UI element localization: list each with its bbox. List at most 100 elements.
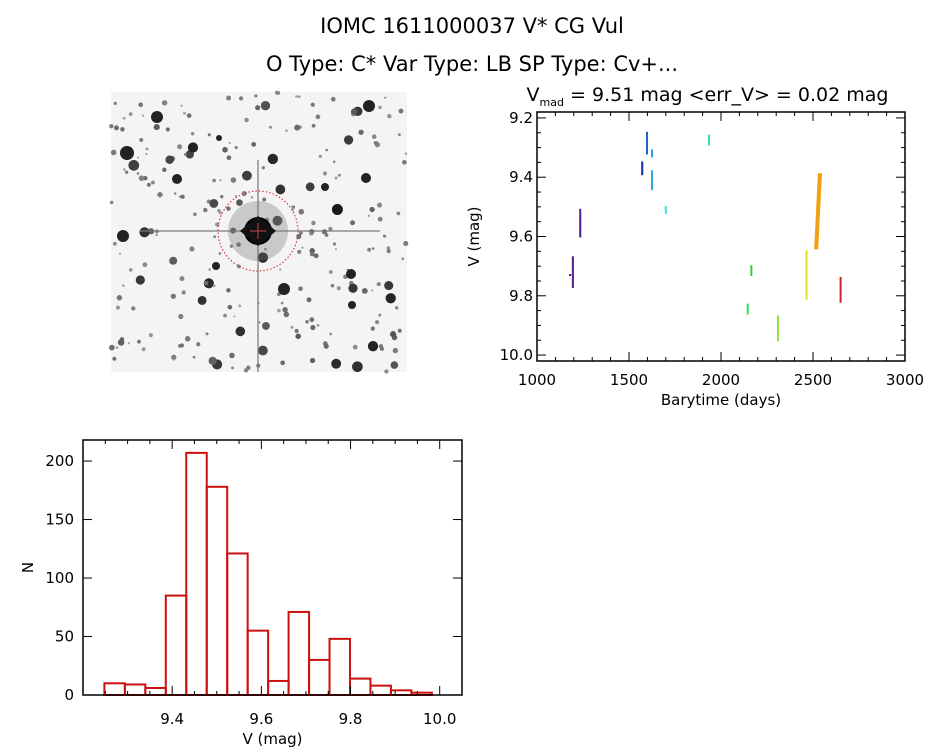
target-circle [217,190,299,272]
x-tick-label: 9.8 [339,710,363,728]
field-star [255,105,261,111]
data-point [816,201,821,204]
y-tick-label: 100 [45,569,74,587]
field-star [165,127,170,132]
data-point [805,283,808,286]
field-star [313,253,319,259]
histogram-bar [164,594,188,696]
data-point [646,138,649,141]
field-star [376,282,381,287]
data-point [579,235,582,238]
field-star [151,111,163,123]
field-star [367,214,370,217]
data-point [777,335,780,338]
field-star [169,256,178,265]
data-point [708,143,711,146]
data-point [814,240,819,243]
field-star [121,284,125,287]
data-point [571,263,574,266]
field-star [223,313,227,318]
field-star [136,172,140,175]
data-point [815,217,820,220]
field-star [236,264,241,269]
field-star [369,206,375,213]
data-point [641,173,644,176]
data-point [571,257,574,260]
data-point [651,188,653,191]
field-star [219,179,222,182]
data-point [641,168,644,171]
field-star [371,134,377,139]
field-star [182,111,186,115]
data-point [571,277,574,280]
field-star [179,276,185,282]
data-point [777,319,780,322]
field-star [137,156,140,159]
data-point [571,275,574,278]
data-point [805,285,808,288]
field-star [396,211,401,216]
data-point [651,186,653,189]
data-point [708,134,711,137]
field-star [337,173,341,177]
data-point [777,328,780,331]
data-point [839,284,842,287]
data-point [805,269,808,272]
data-point [646,133,649,136]
data-point [777,315,780,318]
field-star [178,313,184,320]
data-point [571,268,574,271]
data-point [708,136,711,139]
data-point [777,321,780,324]
field-star [390,361,399,369]
field-star [226,288,231,293]
data-point [839,277,842,279]
data-point [777,322,780,325]
field-star [131,306,136,311]
field-star [116,295,123,301]
field-star [120,146,134,160]
field-star [267,153,279,165]
data-point [579,208,582,211]
histogram-bar [185,451,208,696]
data-point [664,211,667,214]
histogram-bar [205,485,229,697]
data-point [641,171,644,174]
field-star [145,152,148,156]
field-star [370,326,375,331]
data-point [579,223,582,226]
field-star [218,211,222,215]
data-point [750,268,753,271]
data-point [815,215,820,218]
field-star [392,347,399,354]
field-star [109,200,114,205]
field-star [332,160,336,164]
field-star [363,100,375,112]
data-point [571,282,574,285]
field-star [227,304,233,310]
field-star [251,142,257,147]
data-point [571,273,574,276]
data-point [571,256,574,259]
data-point [805,281,808,284]
field-star [268,125,272,129]
data-point [815,224,820,227]
field-star [181,290,186,295]
field-star [325,148,329,152]
data-point [817,175,822,178]
data-point [664,205,667,208]
field-star [330,96,336,102]
field-star [238,96,244,101]
field-star [209,199,219,208]
field-star [226,206,231,211]
field-star [142,262,148,268]
field-star [297,249,302,254]
data-point [569,274,572,277]
field-star [358,129,364,135]
data-point [746,303,749,306]
field-star [141,347,146,352]
field-star [216,135,222,141]
field-star [283,311,290,318]
